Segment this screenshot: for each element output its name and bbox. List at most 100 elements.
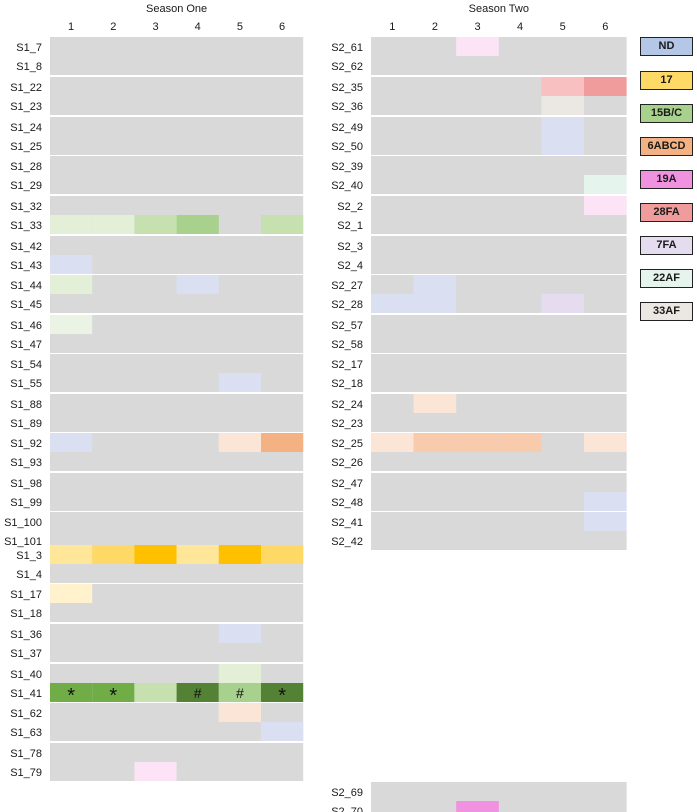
heat-cell	[50, 584, 93, 603]
panel-title: Season One	[146, 3, 207, 15]
heat-cell	[218, 545, 261, 564]
heat-cell	[541, 96, 584, 115]
row-label: S1_3	[16, 550, 42, 562]
heat-cell	[261, 433, 304, 452]
cell-marker: #	[194, 685, 202, 701]
heat-cell	[541, 294, 584, 313]
row-label: S1_45	[10, 299, 42, 311]
legend-item: 7FA	[640, 236, 693, 255]
row-label: S1_24	[10, 122, 42, 134]
heat-cell	[498, 433, 542, 452]
row-label: S1_92	[10, 438, 42, 450]
row-label: S2_47	[331, 478, 363, 490]
legend-item: 15B/C	[640, 104, 693, 123]
heat-cell	[261, 545, 304, 564]
column-label: 2	[432, 21, 438, 33]
row-label: S1_98	[10, 478, 42, 490]
cell-marker: *	[67, 685, 75, 707]
row-label: S1_32	[10, 201, 42, 213]
pair-background	[371, 315, 627, 353]
row-label: S1_17	[10, 589, 42, 601]
heat-cell	[176, 275, 219, 294]
column-label: 1	[389, 21, 395, 33]
heat-cell	[584, 175, 627, 194]
heat-cell	[456, 37, 499, 56]
heat-cell	[541, 117, 584, 136]
row-label: S1_79	[10, 767, 42, 779]
cell-marker: #	[236, 685, 244, 701]
pair-background	[371, 354, 627, 392]
legend-item: 6ABCD	[640, 137, 693, 156]
row-label: S2_41	[331, 517, 363, 529]
legend-item: ND	[640, 37, 693, 56]
heat-cell	[134, 762, 177, 781]
legend-item: 17	[640, 71, 693, 90]
column-label: 3	[474, 21, 480, 33]
row-label: S2_62	[331, 61, 363, 73]
heat-cell	[92, 683, 135, 702]
pair-background	[50, 236, 304, 274]
pair-background	[50, 117, 304, 155]
heat-cell	[584, 512, 627, 531]
row-label: S2_35	[331, 82, 363, 94]
heat-cell	[218, 664, 261, 683]
heat-cell	[50, 315, 93, 334]
heat-cell	[541, 77, 584, 96]
row-label: S1_29	[10, 180, 42, 192]
row-label: S2_26	[331, 457, 363, 469]
cell-marker: *	[109, 685, 117, 707]
column-label: 6	[279, 21, 285, 33]
row-label: S1_63	[10, 727, 42, 739]
heat-cell	[218, 703, 261, 722]
heat-cell	[371, 294, 414, 313]
row-label: S2_36	[331, 101, 363, 113]
heat-cell	[50, 275, 93, 294]
heat-cell	[371, 433, 414, 452]
row-label: S2_2	[337, 201, 363, 213]
row-label: S1_33	[10, 220, 42, 232]
pair-background	[50, 354, 304, 392]
heat-cell	[584, 433, 627, 452]
pair-background	[371, 236, 627, 274]
heat-cell	[261, 683, 304, 702]
heat-cell	[456, 801, 499, 812]
row-label: S1_78	[10, 748, 42, 760]
heat-cell	[134, 683, 177, 702]
column-label: 5	[560, 21, 566, 33]
column-label: 5	[237, 21, 243, 33]
row-label: S1_41	[10, 688, 42, 700]
heat-cell	[584, 77, 627, 96]
row-label: S2_18	[331, 378, 363, 390]
heat-cell	[218, 683, 261, 702]
legend-item: 19A	[640, 170, 693, 189]
heat-cell	[261, 722, 304, 741]
row-label: S2_40	[331, 180, 363, 192]
row-label: S1_4	[16, 569, 42, 581]
row-label: S2_49	[331, 122, 363, 134]
heat-cell	[50, 433, 93, 452]
row-label: S2_69	[331, 787, 363, 799]
row-label: S2_42	[331, 536, 363, 548]
heat-cell	[218, 433, 261, 452]
pair-background	[50, 315, 304, 353]
row-label: S1_42	[10, 241, 42, 253]
heat-cell	[541, 136, 584, 155]
row-label: S1_55	[10, 378, 42, 390]
panel-title: Season Two	[469, 3, 529, 15]
pair-background	[50, 624, 304, 662]
heat-cell	[413, 294, 457, 313]
row-label: S1_43	[10, 260, 42, 272]
heat-cell	[176, 215, 219, 234]
heat-cell	[176, 545, 219, 564]
pair-background	[50, 37, 304, 75]
row-label: S2_57	[331, 320, 363, 332]
row-label: S1_28	[10, 161, 42, 173]
row-label: S2_27	[331, 280, 363, 292]
pair-background	[50, 584, 304, 622]
row-label: S2_4	[337, 260, 363, 272]
row-label: S1_8	[16, 61, 42, 73]
heat-cell	[413, 394, 457, 413]
row-label: S1_7	[16, 42, 42, 54]
column-label: 4	[517, 21, 523, 33]
heat-cell	[50, 255, 93, 274]
